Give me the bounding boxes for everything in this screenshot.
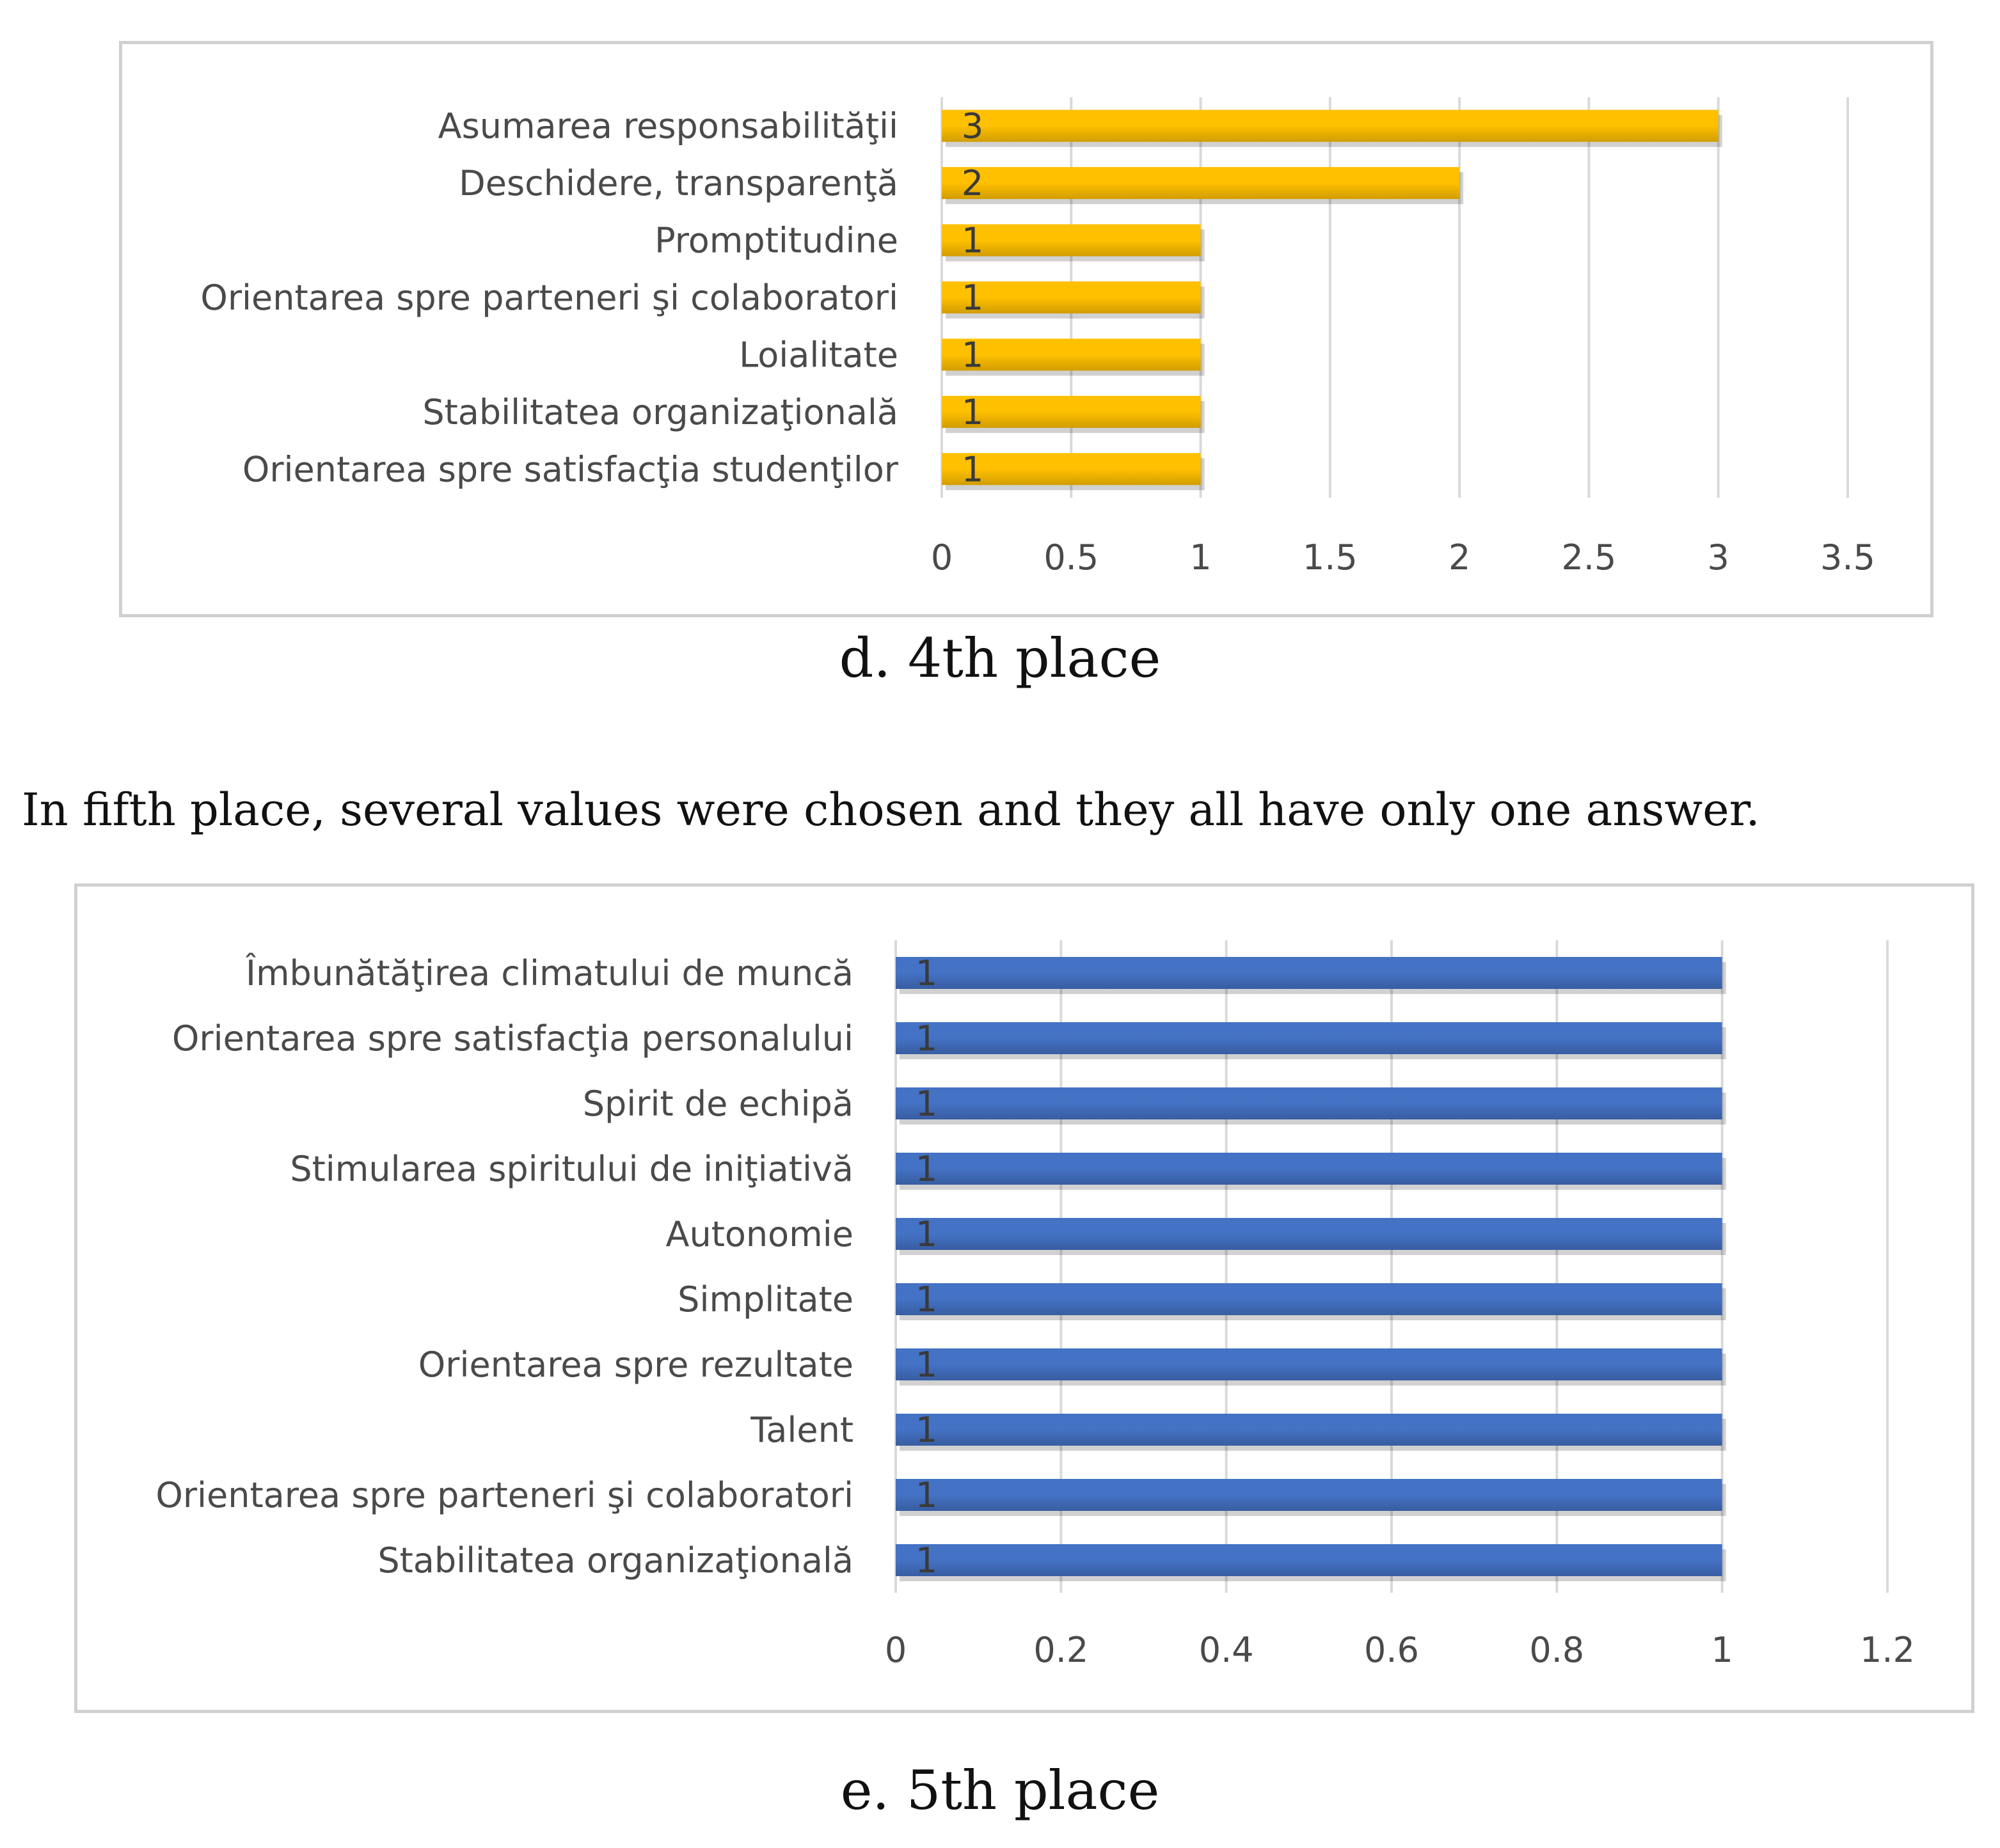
category-label: Orientarea spre parteneri şi colaborator… xyxy=(155,1475,853,1515)
bar xyxy=(896,1022,1722,1054)
bar xyxy=(942,281,1201,313)
caption-5th-place: e. 5th place xyxy=(840,1759,1160,1822)
category-label: Îmbunătăţirea climatului de muncă xyxy=(245,953,853,993)
bar xyxy=(896,1348,1722,1380)
category-label: Orientarea spre rezultate xyxy=(418,1345,853,1385)
data-label: 1 xyxy=(962,221,983,261)
chart-5th-place-svg: 0 0.2 0.4 0.6 0.8 1 1.2 Îmbunătăţirea climatulu… xyxy=(155,940,1915,1670)
bar xyxy=(896,957,1722,989)
category-label: Stabilitatea organizaţională xyxy=(422,392,898,432)
bar xyxy=(942,167,1460,200)
bar xyxy=(896,1218,1722,1250)
bar xyxy=(942,453,1201,486)
category-label: Loialitate xyxy=(739,335,898,375)
x-tick-label: 2 xyxy=(1448,537,1470,578)
category-label: Orientarea spre parteneri şi colaborator… xyxy=(200,278,898,318)
category-label: Orientarea spre satisfacţia studenţilor xyxy=(242,449,899,489)
bar xyxy=(896,1544,1722,1576)
x-tick-label: 1.5 xyxy=(1303,537,1358,578)
data-label: 1 xyxy=(916,1475,937,1515)
x-tick-label: 1.2 xyxy=(1860,1630,1915,1670)
paragraph-text: In fifth place, several values were chos… xyxy=(22,784,1760,836)
x-tick-label: 0.4 xyxy=(1199,1630,1254,1670)
x-tick-label: 0 xyxy=(885,1630,907,1670)
data-label: 1 xyxy=(916,1410,937,1450)
data-label: 1 xyxy=(916,1018,937,1059)
x-tick-label: 3 xyxy=(1708,537,1729,578)
x-tick-label: 0.6 xyxy=(1364,1630,1419,1670)
category-label: Simplitate xyxy=(678,1279,853,1320)
x-tick-label: 0 xyxy=(931,537,953,578)
category-label: Spirit de echipă xyxy=(583,1084,853,1124)
x-tick-label: 1 xyxy=(1189,537,1211,578)
data-label: 1 xyxy=(916,1345,937,1385)
data-label: 1 xyxy=(962,449,983,489)
category-label: Orientarea spre satisfacţia personalului xyxy=(172,1018,853,1059)
data-label: 1 xyxy=(916,1084,937,1124)
category-label: Promptitudine xyxy=(655,221,898,261)
x-tick-label: 0.5 xyxy=(1044,537,1099,578)
data-label: 1 xyxy=(916,953,937,993)
category-label: Talent xyxy=(750,1410,853,1450)
data-label: 1 xyxy=(916,1540,937,1581)
bar xyxy=(896,1153,1722,1185)
data-label: 1 xyxy=(962,278,983,318)
category-label: Deschidere, transparenţă xyxy=(459,163,898,203)
data-label: 1 xyxy=(916,1149,937,1189)
bar xyxy=(942,395,1201,428)
data-label: 1 xyxy=(916,1279,937,1320)
caption-4th-place: d. 4th place xyxy=(839,627,1161,690)
data-label: 3 xyxy=(962,106,983,146)
bar xyxy=(896,1087,1722,1119)
category-label: Autonomie xyxy=(666,1214,853,1254)
data-label: 1 xyxy=(962,392,983,432)
category-label: Asumarea responsabilităţii xyxy=(438,106,898,146)
x-tick-label: 0.2 xyxy=(1033,1630,1088,1670)
data-label: 1 xyxy=(916,1214,937,1254)
bar xyxy=(942,338,1201,371)
bar xyxy=(942,224,1201,257)
category-label: Stabilitatea organizaţională xyxy=(377,1540,853,1581)
category-label: Stimularea spiritului de iniţiativă xyxy=(290,1149,853,1189)
x-tick-label: 2.5 xyxy=(1561,537,1616,578)
x-tick-label: 3.5 xyxy=(1820,537,1875,578)
bar xyxy=(896,1479,1722,1511)
bar xyxy=(942,109,1718,142)
x-tick-label: 0.8 xyxy=(1529,1630,1584,1670)
data-label: 2 xyxy=(962,163,983,203)
chart-4th-place-svg: 0 0.5 1 1.5 2 2.5 3 3.5 Asumarea responsabilităţ… xyxy=(200,97,1875,578)
bar xyxy=(896,1283,1722,1315)
data-label: 1 xyxy=(962,335,983,375)
bar xyxy=(896,1414,1722,1446)
x-tick-label: 1 xyxy=(1711,1630,1733,1670)
